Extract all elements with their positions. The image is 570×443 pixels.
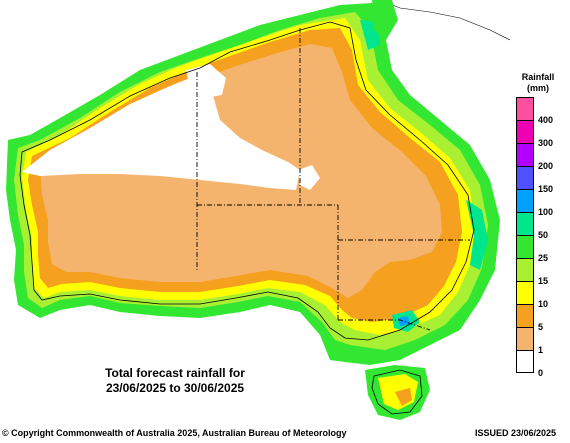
legend-swatch <box>516 235 534 258</box>
legend-title-line2: (mm) <box>527 83 549 93</box>
legend-row: 5 <box>516 304 566 332</box>
dry-region-kimberley <box>186 64 226 98</box>
state-borders <box>196 28 470 331</box>
legend-row: 50 <box>516 212 566 240</box>
legend-label: 50 <box>538 230 549 240</box>
legend-row: 400 <box>516 97 566 125</box>
footer: © Copyright Commonwealth of Australia 20… <box>0 425 570 443</box>
copyright-text: © Copyright Commonwealth of Australia 20… <box>2 428 347 438</box>
legend-swatch <box>516 258 534 281</box>
dry-region-northwest <box>22 74 300 190</box>
legend-label: 300 <box>538 138 554 148</box>
legend-label: 400 <box>538 115 554 125</box>
rain-band-blue-spot <box>398 316 410 326</box>
legend-swatch <box>516 189 534 212</box>
legend-swatch <box>516 143 534 166</box>
tasmania-orange <box>395 388 412 406</box>
rainfall-legend: 400 300 200 150 100 50 25 15 10 5 1 0 <box>516 97 566 378</box>
map-caption: Total forecast rainfall for 23/06/2025 t… <box>60 366 290 396</box>
legend-label: 150 <box>538 184 554 194</box>
legend-label: 25 <box>538 253 549 263</box>
dry-lake <box>298 165 320 190</box>
rainfall-map <box>6 0 511 420</box>
legend-swatch <box>516 350 534 373</box>
legend-row: 150 <box>516 166 566 194</box>
legend-swatch <box>516 304 534 327</box>
legend-row: 1 <box>516 327 566 355</box>
legend-label: 10 <box>538 299 549 309</box>
legend-label: 0 <box>538 368 544 378</box>
legend-row: 200 <box>516 143 566 171</box>
legend-label: 15 <box>538 276 549 286</box>
legend-row: 300 <box>516 120 566 148</box>
legend-row: 0 <box>516 350 566 378</box>
caption-line2: 23/06/2025 to 30/06/2025 <box>105 381 245 395</box>
legend-label: 100 <box>538 207 554 217</box>
caption-line1: Total forecast rainfall for <box>105 366 245 380</box>
legend-swatch <box>516 97 534 120</box>
legend-row: 25 <box>516 235 566 263</box>
legend-swatch <box>516 327 534 350</box>
legend-row: 15 <box>516 258 566 286</box>
legend-label: 5 <box>538 322 544 332</box>
legend-row: 100 <box>516 189 566 217</box>
legend-title-line1: Rainfall <box>521 72 555 82</box>
new-guinea-coast <box>379 0 511 41</box>
legend-row: 10 <box>516 281 566 309</box>
new-guinea-region <box>372 0 398 40</box>
legend-swatch <box>516 281 534 304</box>
legend-title: Rainfall (mm) <box>508 72 568 94</box>
issued-date: ISSUED 23/06/2025 <box>474 428 556 438</box>
tasmania-coast <box>371 369 423 415</box>
legend-label: 200 <box>538 161 554 171</box>
legend-swatch <box>516 120 534 143</box>
coastline <box>19 21 475 341</box>
legend-swatch <box>516 166 534 189</box>
legend-label: 1 <box>538 345 544 355</box>
legend-swatch <box>516 212 534 235</box>
